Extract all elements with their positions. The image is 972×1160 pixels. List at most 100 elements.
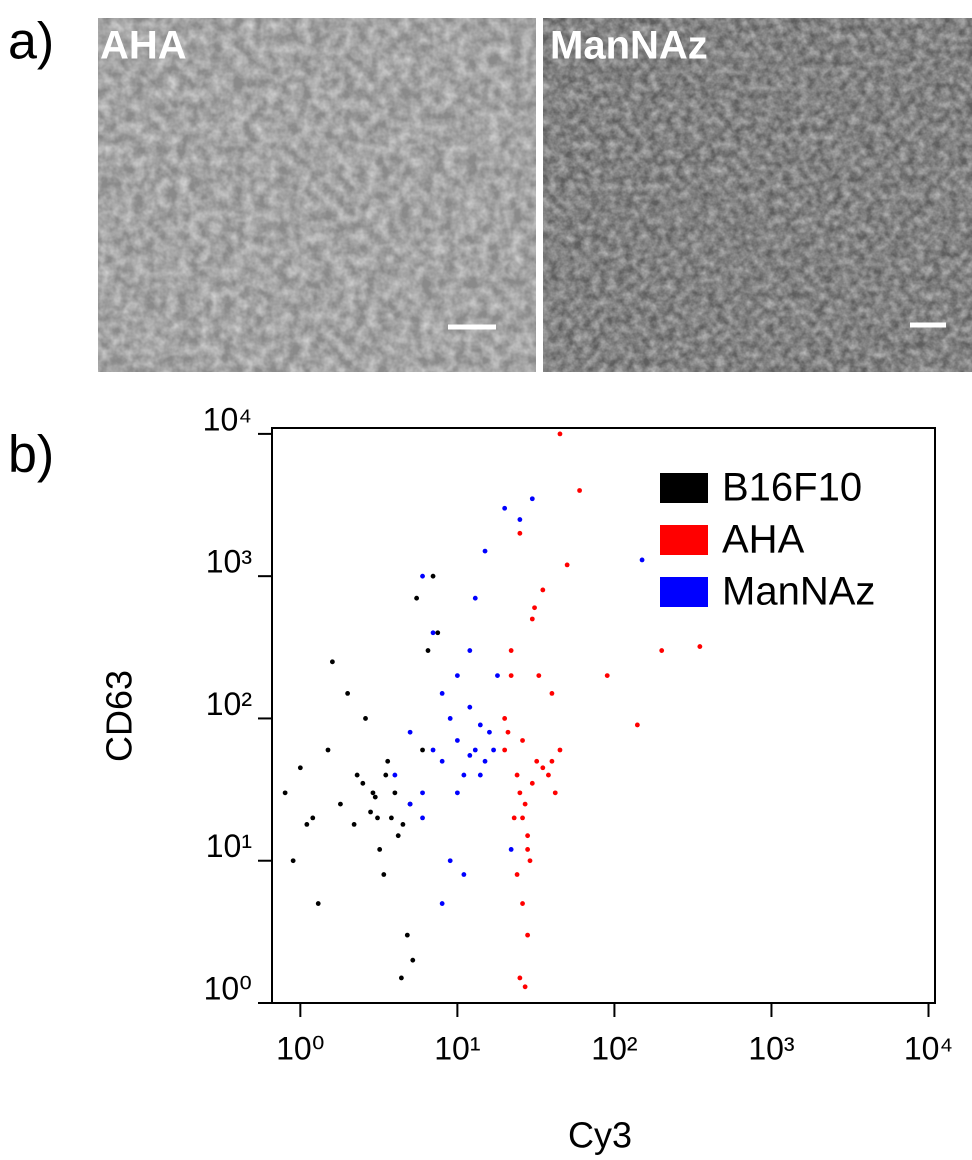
x-tick-label: 10¹	[434, 1030, 480, 1066]
data-point	[697, 644, 703, 649]
data-point	[517, 517, 523, 522]
data-point	[377, 847, 383, 852]
data-point	[282, 790, 288, 796]
data-point	[420, 815, 425, 821]
data-point	[439, 758, 445, 764]
data-point	[315, 901, 321, 906]
data-point	[329, 659, 335, 665]
data-point	[467, 752, 473, 758]
data-point	[467, 704, 473, 710]
data-point	[454, 738, 460, 743]
data-point	[634, 722, 640, 728]
data-point	[525, 833, 531, 839]
data-point	[430, 747, 436, 753]
x-tick-label: 10³	[748, 1030, 795, 1066]
data-point	[639, 557, 645, 563]
data-point	[338, 801, 343, 807]
data-point	[447, 716, 453, 721]
x-tick-label: 10²	[591, 1030, 638, 1066]
data-point	[425, 648, 431, 653]
data-point	[472, 595, 478, 601]
data-point	[520, 901, 525, 906]
data-point	[514, 872, 520, 877]
tem-texture	[98, 18, 536, 372]
data-point	[549, 690, 555, 696]
data-point	[564, 562, 570, 568]
data-point	[360, 780, 366, 786]
data-point	[430, 630, 436, 636]
image-label: ManNAz	[550, 24, 708, 68]
data-point	[304, 822, 310, 827]
data-point	[467, 648, 473, 653]
panel-label: b)	[8, 426, 54, 484]
data-point	[552, 790, 558, 796]
data-point	[520, 738, 525, 743]
data-point	[395, 833, 401, 839]
data-point	[381, 872, 387, 877]
legend-swatch	[660, 525, 708, 555]
data-point	[477, 772, 483, 778]
data-point	[351, 822, 357, 827]
data-point	[454, 790, 460, 796]
data-point	[517, 790, 523, 796]
data-point	[297, 765, 303, 771]
data-point	[398, 975, 404, 981]
data-point	[375, 815, 380, 821]
x-tick-label: 10⁴	[904, 1030, 953, 1066]
data-point	[522, 801, 528, 807]
data-point	[388, 815, 394, 821]
legend-label: AHA	[722, 518, 805, 562]
data-point	[557, 747, 563, 753]
y-tick-label: 10¹	[206, 828, 252, 864]
data-point	[520, 815, 525, 821]
data-point	[536, 673, 542, 679]
data-point	[517, 975, 523, 981]
data-point	[508, 673, 514, 679]
data-point	[392, 772, 398, 778]
data-point	[502, 716, 508, 721]
data-point	[482, 548, 488, 554]
data-point	[540, 587, 546, 593]
y-tick-label: 10⁰	[204, 970, 252, 1006]
data-point	[529, 780, 535, 786]
y-tick-label: 10²	[206, 686, 253, 722]
data-point	[525, 932, 531, 938]
data-point	[439, 690, 445, 696]
data-point	[407, 801, 413, 807]
legend-swatch	[660, 577, 708, 607]
data-point	[370, 790, 376, 796]
panel-label: a)	[8, 13, 54, 71]
data-point	[400, 822, 406, 827]
data-point	[482, 758, 488, 764]
data-point	[525, 847, 531, 852]
data-point	[546, 772, 551, 778]
data-point	[540, 765, 546, 771]
legend-label: ManNAz	[722, 570, 875, 614]
data-point	[439, 901, 445, 906]
data-point	[310, 815, 316, 821]
data-point	[517, 530, 523, 536]
data-point	[577, 488, 582, 493]
data-point	[659, 648, 665, 653]
data-point	[345, 690, 351, 696]
tem-texture	[543, 18, 972, 372]
data-point	[420, 747, 425, 753]
data-point	[495, 673, 500, 679]
y-tick-label: 10³	[206, 544, 253, 580]
data-point	[435, 630, 441, 636]
data-point	[420, 573, 425, 579]
data-point	[508, 847, 514, 852]
plot-area: 10⁰ 10¹ 10² 10³ 10⁴ 10⁰ 10¹ 10² 10³ 10⁴ B16F10 AHA M…	[203, 401, 954, 1066]
data-point	[383, 772, 389, 778]
x-tick-label: 10⁰	[276, 1030, 324, 1066]
data-point	[511, 815, 517, 821]
data-point	[527, 858, 533, 864]
data-point	[529, 496, 535, 502]
data-point	[534, 758, 540, 764]
data-point	[502, 505, 508, 511]
data-point	[325, 747, 331, 753]
data-point	[447, 858, 453, 864]
data-point	[363, 716, 368, 721]
data-point	[477, 722, 483, 728]
data-point	[454, 673, 460, 679]
